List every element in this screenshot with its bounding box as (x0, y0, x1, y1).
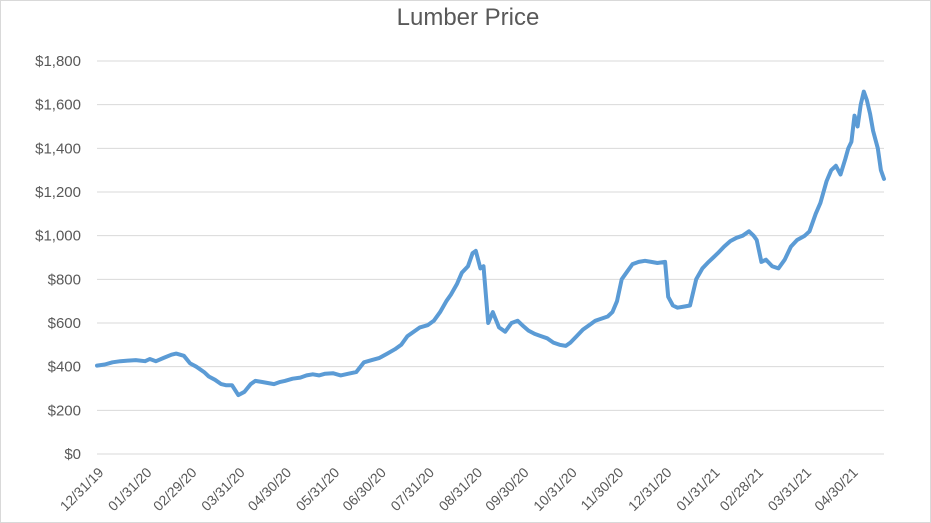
x-tick-label: 02/28/21 (716, 464, 766, 514)
x-tick-label: 06/30/20 (339, 464, 389, 514)
x-tick-label: 03/31/20 (198, 464, 248, 514)
x-tick-label: 01/31/20 (105, 464, 155, 514)
x-tick-label: 11/30/20 (577, 464, 626, 513)
gridlines (97, 60, 884, 455)
x-tick-label: 10/31/20 (530, 464, 580, 514)
x-tick-label: 07/31/20 (387, 464, 437, 514)
x-tick-label: 04/30/20 (244, 464, 294, 514)
x-tick-label: 03/31/21 (764, 464, 814, 514)
y-tick-label: $1,800 (35, 53, 81, 70)
y-tick-label: $1,400 (35, 140, 81, 157)
chart-title: Lumber Price (397, 4, 540, 31)
x-tick-label: 05/31/20 (293, 464, 343, 514)
lumber-price-series-line (95, 89, 886, 398)
y-tick-label: $600 (48, 315, 81, 332)
y-tick-label: $400 (48, 359, 81, 376)
y-tick-label: $1,200 (35, 184, 81, 201)
x-axis-tick-labels: 12/31/1901/31/2002/29/2003/31/2004/30/20… (57, 464, 861, 514)
x-tick-label: 12/31/19 (57, 464, 107, 514)
x-tick-label: 09/30/20 (482, 464, 532, 514)
x-tick-label: 01/31/21 (673, 464, 723, 514)
y-tick-label: $800 (48, 271, 81, 288)
x-tick-label: 12/31/20 (625, 464, 675, 514)
x-tick-label: 02/29/20 (150, 464, 200, 514)
x-tick-label: 04/30/21 (811, 464, 861, 514)
y-tick-label: $1,600 (35, 97, 81, 114)
x-tick-label: 08/31/20 (435, 464, 485, 514)
y-tick-label: $200 (48, 402, 81, 419)
y-tick-label: $0 (64, 446, 81, 463)
y-axis-tick-labels: $0 $200 $400 $600 $800 $1,000 $1,200 $1,400 $1,6… (35, 53, 81, 463)
y-tick-label: $1,000 (35, 228, 81, 245)
